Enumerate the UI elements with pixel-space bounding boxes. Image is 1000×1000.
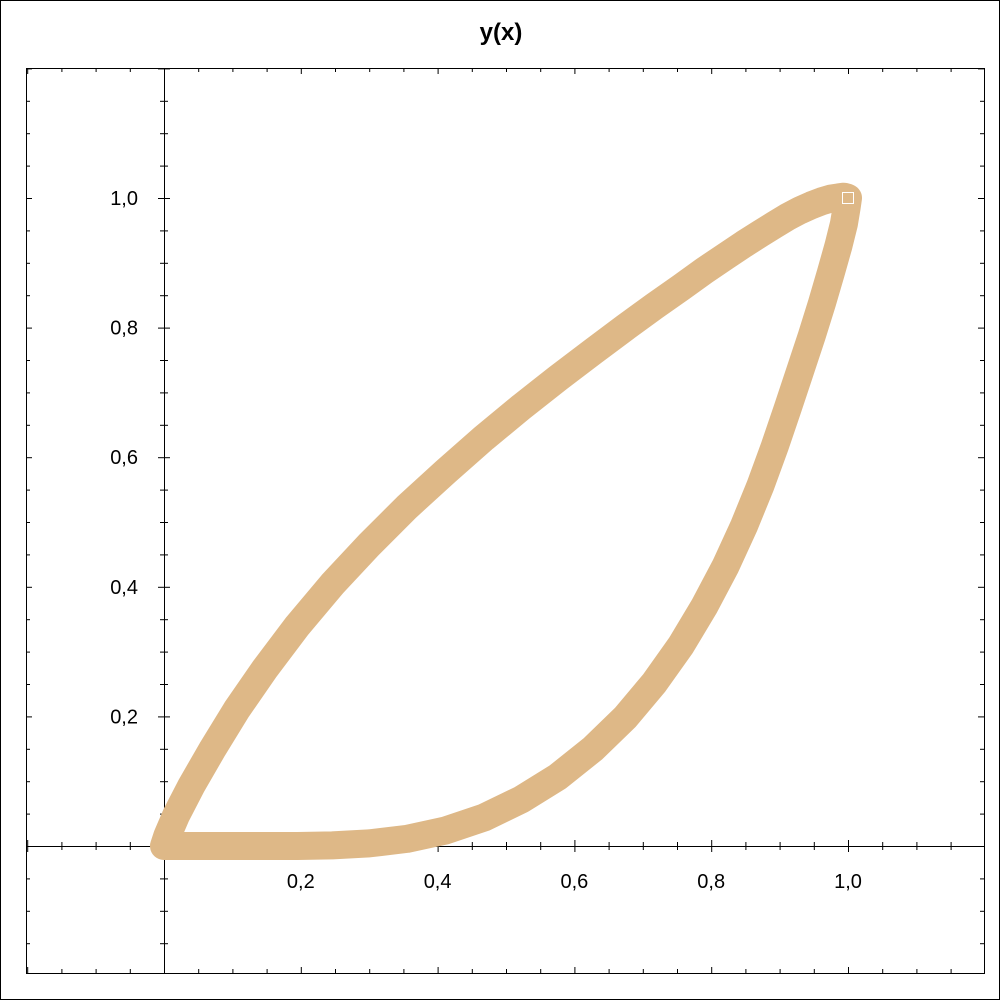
x-tick-label: 1,0 [834, 871, 862, 893]
series-group [150, 182, 862, 860]
y-tick-label: 1,0 [110, 188, 138, 210]
x-tick-label: 0,2 [287, 871, 315, 893]
y-tick-label: 0,4 [110, 577, 138, 599]
point-marker [842, 192, 854, 204]
x-tick-label: 0,6 [560, 871, 588, 893]
chart-title: y(x) [479, 19, 523, 46]
x-tick-label: 0,4 [424, 871, 452, 893]
x-tick-label: 0,8 [697, 871, 725, 893]
series-line-0 [150, 182, 862, 860]
y-tick-label: 0,2 [110, 706, 138, 728]
plot-border [26, 68, 985, 974]
y-tick-label: 0,8 [110, 318, 138, 340]
tick-labels: 0,2 0,4 0,6 0,8 1,0 0,2 0,4 0,6 0,8 1,0 [110, 188, 862, 893]
y-tick-label: 0,6 [110, 447, 138, 469]
